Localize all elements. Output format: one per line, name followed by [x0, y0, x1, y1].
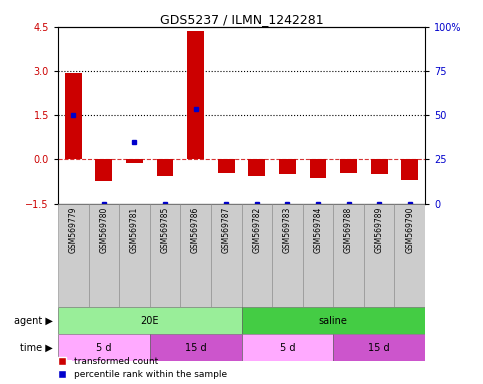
- Bar: [211, 204, 242, 307]
- Bar: [248, 159, 265, 175]
- Bar: [96, 159, 112, 182]
- Text: 20E: 20E: [141, 316, 159, 326]
- Text: time ▶: time ▶: [20, 343, 53, 353]
- Text: saline: saline: [319, 316, 348, 326]
- Legend: transformed count, percentile rank within the sample: transformed count, percentile rank withi…: [53, 357, 227, 379]
- Text: GSM569779: GSM569779: [69, 207, 78, 253]
- Bar: [279, 159, 296, 174]
- Bar: [340, 159, 357, 173]
- Bar: [150, 204, 180, 307]
- Bar: [150, 334, 242, 361]
- Bar: [364, 204, 395, 307]
- Text: 15 d: 15 d: [369, 343, 390, 353]
- Text: GSM569787: GSM569787: [222, 207, 231, 253]
- Text: GSM569782: GSM569782: [252, 207, 261, 253]
- Bar: [119, 204, 150, 307]
- Bar: [126, 159, 143, 163]
- Text: GSM569785: GSM569785: [160, 207, 170, 253]
- Text: 5 d: 5 d: [280, 343, 295, 353]
- Bar: [58, 204, 88, 307]
- Bar: [401, 159, 418, 180]
- Bar: [371, 159, 387, 174]
- Bar: [303, 204, 333, 307]
- Text: GSM569780: GSM569780: [99, 207, 108, 253]
- Text: GSM569781: GSM569781: [130, 207, 139, 253]
- Bar: [88, 204, 119, 307]
- Bar: [180, 204, 211, 307]
- Bar: [156, 159, 173, 175]
- Bar: [218, 159, 235, 173]
- Bar: [310, 159, 327, 179]
- Bar: [58, 334, 150, 361]
- Bar: [242, 204, 272, 307]
- Text: GSM569786: GSM569786: [191, 207, 200, 253]
- Text: GSM569784: GSM569784: [313, 207, 323, 253]
- Bar: [65, 73, 82, 159]
- Text: GSM569788: GSM569788: [344, 207, 353, 253]
- Text: 5 d: 5 d: [96, 343, 112, 353]
- Text: agent ▶: agent ▶: [14, 316, 53, 326]
- Bar: [242, 307, 425, 334]
- Bar: [333, 204, 364, 307]
- Title: GDS5237 / ILMN_1242281: GDS5237 / ILMN_1242281: [160, 13, 323, 26]
- Bar: [187, 31, 204, 159]
- Text: GSM569783: GSM569783: [283, 207, 292, 253]
- Text: 15 d: 15 d: [185, 343, 206, 353]
- Bar: [395, 204, 425, 307]
- Text: GSM569790: GSM569790: [405, 207, 414, 253]
- Bar: [333, 334, 425, 361]
- Bar: [272, 204, 303, 307]
- Text: GSM569789: GSM569789: [375, 207, 384, 253]
- Bar: [242, 334, 333, 361]
- Bar: [58, 307, 242, 334]
